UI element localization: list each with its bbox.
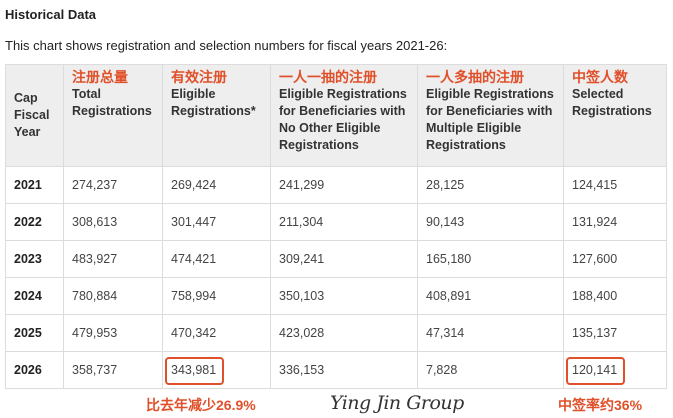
fiscal-year-cell: 2026 [5,351,64,389]
annotation-eligible: 有效注册 [171,69,227,85]
description: This chart shows registration and select… [5,38,448,53]
fiscal-year-cell: 2021 [5,166,64,204]
highlight-eligible-2026 [165,357,225,385]
fiscal-year-cell: 2024 [5,277,64,315]
table-row: 2025 479,953 470,342 423,028 47,314 135,137 [5,314,667,352]
value-cell: 758,994 [162,277,271,315]
section-heading: Historical Data [5,7,97,22]
annotation-single: 一人一抽的注册 [279,69,377,85]
value-cell: 131,924 [563,203,667,241]
highlight-selected-2026 [566,357,626,385]
fiscal-year-cell: 2023 [5,240,64,278]
value-cell: 408,891 [417,277,564,315]
annotation-multiple: 一人多抽的注册 [426,69,524,85]
note-selection-rate: 中签率约36% [558,397,643,413]
value-cell: 358,737 [63,351,163,389]
value-cell: 28,125 [417,166,564,204]
annotation-total: 注册总量 [72,69,128,85]
fiscal-year-cell: 2022 [5,203,64,241]
value-cell: 308,613 [63,203,163,241]
table-row: 2021 274,237 269,424 241,299 28,125 124,415 [5,166,667,204]
value-cell: 269,424 [162,166,271,204]
header-single: 一人一抽的注册 Eligible Registrations for Benefi… [270,64,418,167]
value-cell: 241,299 [270,166,418,204]
note-eligible-change: 比去年减少26.9% [146,397,256,413]
value-cell: 479,953 [63,314,163,352]
value-cell: 211,304 [270,203,418,241]
table-row: 2022 308,613 301,447 211,304 90,143 131,924 [5,203,667,241]
fiscal-year-cell: 2025 [5,314,64,352]
value-cell: 188,400 [563,277,667,315]
value-cell: 309,241 [270,240,418,278]
value-cell: 483,927 [63,240,163,278]
header-fiscal-year: Cap Fiscal Year [5,64,64,167]
value-cell: 350,103 [270,277,418,315]
header-row: Cap Fiscal Year 注册总量 Total Registrations … [5,64,667,167]
value-cell: 336,153 [270,351,418,389]
value-cell: 7,828 [417,351,564,389]
value-cell: 423,028 [270,314,418,352]
registration-table: Cap Fiscal Year 注册总量 Total Registrations … [5,64,667,389]
header-eligible: 有效注册 Eligible Registrations* [162,64,271,167]
annotation-selected: 中签人数 [572,69,628,85]
value-cell: 274,237 [63,166,163,204]
value-cell: 127,600 [563,240,667,278]
value-cell: 135,137 [563,314,667,352]
table-row: 2024 780,884 758,994 350,103 408,891 188,400 [5,277,667,315]
value-cell: 301,447 [162,203,271,241]
table-row: 2023 483,927 474,421 309,241 165,180 127,600 [5,240,667,278]
value-cell: 474,421 [162,240,271,278]
value-cell: 90,143 [417,203,564,241]
value-cell: 124,415 [563,166,667,204]
watermark: Ying Jin Group [330,392,464,414]
value-cell: 47,314 [417,314,564,352]
header-selected: 中签人数 Selected Registrations [563,64,667,167]
value-cell: 780,884 [63,277,163,315]
value-cell: 165,180 [417,240,564,278]
header-multiple: 一人多抽的注册 Eligible Registrations for Benefi… [417,64,564,167]
header-total: 注册总量 Total Registrations [63,64,163,167]
value-cell: 470,342 [162,314,271,352]
